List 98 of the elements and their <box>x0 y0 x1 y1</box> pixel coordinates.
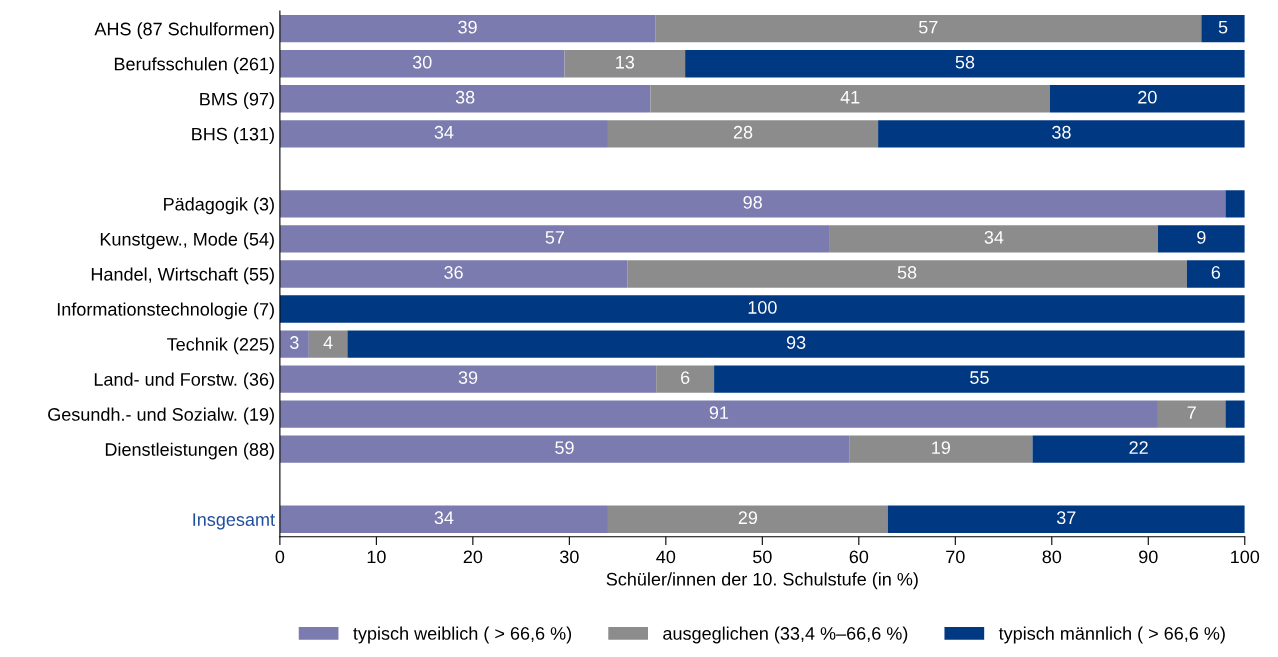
bar <box>279 50 565 78</box>
data-label: 57 <box>918 20 938 34</box>
x-tick-label: 40 <box>656 550 676 564</box>
y-tick-label: Land- und Forstw. (36) <box>94 372 274 390</box>
legend-label: typisch weiblich ( > 66,6 %) <box>353 626 572 644</box>
data-label: 34 <box>984 230 1004 244</box>
bar <box>1157 400 1226 428</box>
x-tick-label: 100 <box>1231 550 1260 564</box>
data-label: 6 <box>681 371 690 384</box>
bar <box>878 120 1245 148</box>
legend-label: ausgeglichen (33,4 %–66,6 %) <box>663 626 908 644</box>
bar <box>279 225 830 253</box>
bar <box>1186 260 1245 288</box>
bar <box>564 50 686 78</box>
data-label: 3 <box>290 336 299 349</box>
bar <box>279 330 309 358</box>
x-axis-title: Schüler/innen der 10. Schulstufe (in %) <box>606 572 918 590</box>
bar <box>1049 85 1245 113</box>
data-label: 59 <box>555 441 574 455</box>
x-tick-label: 50 <box>753 550 772 564</box>
y-tick-label: Handel, Wirtschaft (55) <box>91 267 274 285</box>
data-label: 58 <box>897 266 917 279</box>
data-label: 41 <box>840 91 860 104</box>
x-tick-label: 0 <box>275 550 285 564</box>
data-label: 29 <box>738 511 758 525</box>
bar <box>656 365 715 393</box>
bar <box>308 330 348 358</box>
data-label: 55 <box>970 371 989 384</box>
y-tick-label: Kunstgew., Mode (54) <box>100 232 274 250</box>
data-label: 6 <box>1211 266 1221 279</box>
bar <box>279 260 628 288</box>
bar <box>607 505 888 533</box>
data-label: 58 <box>955 55 975 69</box>
legend-label: typisch männlich ( > 66,6 %) <box>998 626 1225 644</box>
bar <box>279 295 1245 323</box>
y-tick-label: Gesundh.- und Sozialw. (19) <box>48 407 274 425</box>
bar <box>279 400 1158 428</box>
data-label: 19 <box>932 441 951 455</box>
y-tick-label: BHS (131) <box>192 127 274 145</box>
y-tick-label: Informationstechnologie (7) <box>57 302 274 320</box>
y-tick-label: Berufsschulen (261) <box>114 57 274 75</box>
bar <box>279 190 1226 218</box>
y-tick-label: BMS (97) <box>200 92 274 110</box>
x-tick-label: 70 <box>946 550 965 564</box>
data-label: 36 <box>444 266 463 279</box>
y-tick-label: AHS (87 Schulformen) <box>94 22 274 39</box>
bar <box>1032 435 1245 463</box>
bar <box>650 85 1050 113</box>
x-tick-label: 30 <box>560 550 579 564</box>
data-label: 20 <box>1138 90 1157 104</box>
data-label: 91 <box>709 406 729 419</box>
bar <box>279 120 608 148</box>
bar <box>685 50 1245 78</box>
x-tick-label: 10 <box>367 550 386 564</box>
data-label: 98 <box>743 195 762 209</box>
x-tick-label: 80 <box>1042 550 1062 564</box>
bar <box>1201 15 1245 43</box>
bar <box>849 435 1033 463</box>
data-label: 34 <box>434 511 454 525</box>
data-label: 7 <box>1187 406 1196 419</box>
y-tick-label: Technik (225) <box>167 337 274 355</box>
data-label: 57 <box>545 231 565 244</box>
bar <box>607 120 879 148</box>
data-label: 28 <box>733 125 753 139</box>
data-label: 9 <box>1197 230 1206 244</box>
data-label: 37 <box>1056 511 1076 525</box>
data-label: 4 <box>323 336 333 349</box>
bar <box>1225 400 1245 428</box>
data-label: 93 <box>786 336 806 349</box>
data-label: 30 <box>412 55 432 69</box>
bar <box>714 365 1245 393</box>
bar <box>1225 190 1245 218</box>
data-label: 39 <box>458 20 477 34</box>
data-label: 100 <box>748 301 777 314</box>
y-tick-label: Pädagogik (3) <box>164 197 274 215</box>
bar <box>829 225 1158 253</box>
y-tick-label: Insgesamt <box>193 513 275 530</box>
bar <box>279 85 651 113</box>
bar <box>279 15 656 43</box>
data-label: 22 <box>1129 441 1148 454</box>
bar <box>1157 225 1245 253</box>
bar <box>279 365 657 393</box>
data-label: 38 <box>1052 125 1071 139</box>
data-label: 5 <box>1218 20 1228 34</box>
data-label: 34 <box>434 125 454 139</box>
bar <box>279 435 850 463</box>
x-tick-label: 60 <box>849 550 869 564</box>
data-label: 38 <box>455 90 475 104</box>
bar <box>887 505 1245 533</box>
y-tick-label: Dienstleistungen (88) <box>105 442 274 460</box>
bar <box>279 505 608 533</box>
bar <box>655 15 1202 43</box>
x-tick-label: 90 <box>1139 550 1158 564</box>
data-label: 39 <box>458 371 478 384</box>
bar <box>627 260 1187 288</box>
x-tick-label: 20 <box>463 550 483 564</box>
data-label: 13 <box>616 55 635 69</box>
bar <box>347 330 1245 358</box>
